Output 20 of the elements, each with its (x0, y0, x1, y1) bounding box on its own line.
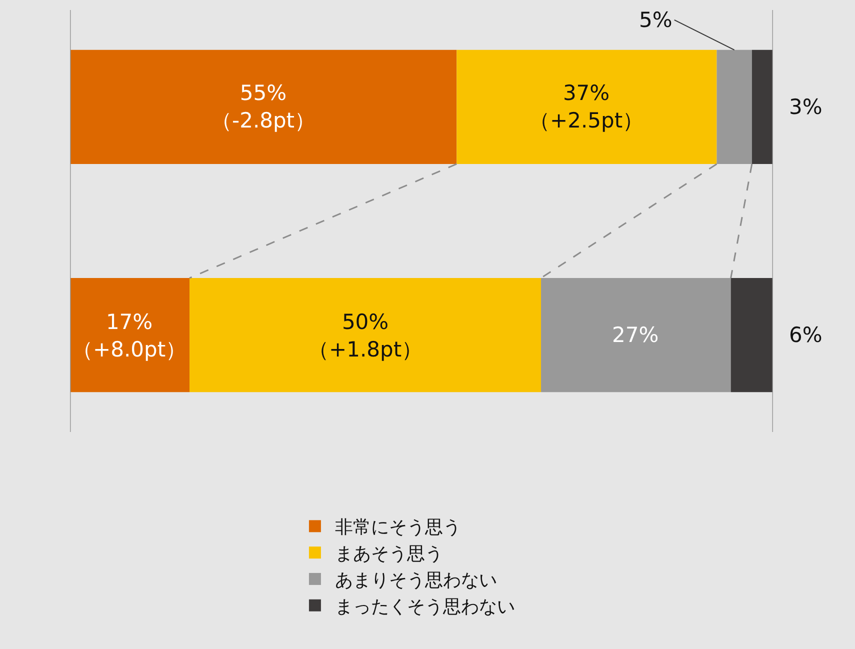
bar (541, 278, 731, 392)
data-label: 3% (789, 95, 822, 119)
bar (70, 278, 190, 392)
data-label: 6% (789, 323, 822, 347)
bar (716, 50, 752, 164)
data-label: 50% （+1.8pt） (308, 310, 423, 362)
data-label: 37% （+2.5pt） (529, 81, 644, 132)
legend-label: まあそう思う (334, 544, 443, 565)
bar (730, 278, 773, 392)
bar (70, 50, 457, 164)
bar (190, 278, 542, 392)
data-label: 27% (612, 323, 659, 347)
bar (456, 50, 717, 164)
data-label: 55% （-2.8pt） (211, 81, 316, 132)
legend-label: 非常にそう思う (334, 517, 461, 538)
data-label: 5% (639, 8, 672, 32)
data-label: 17% （+8.0pt） (72, 310, 187, 362)
legend-label: まったくそう思わない (334, 596, 515, 618)
legend-label: あまりそう思わない (334, 570, 497, 591)
bar (752, 50, 773, 164)
